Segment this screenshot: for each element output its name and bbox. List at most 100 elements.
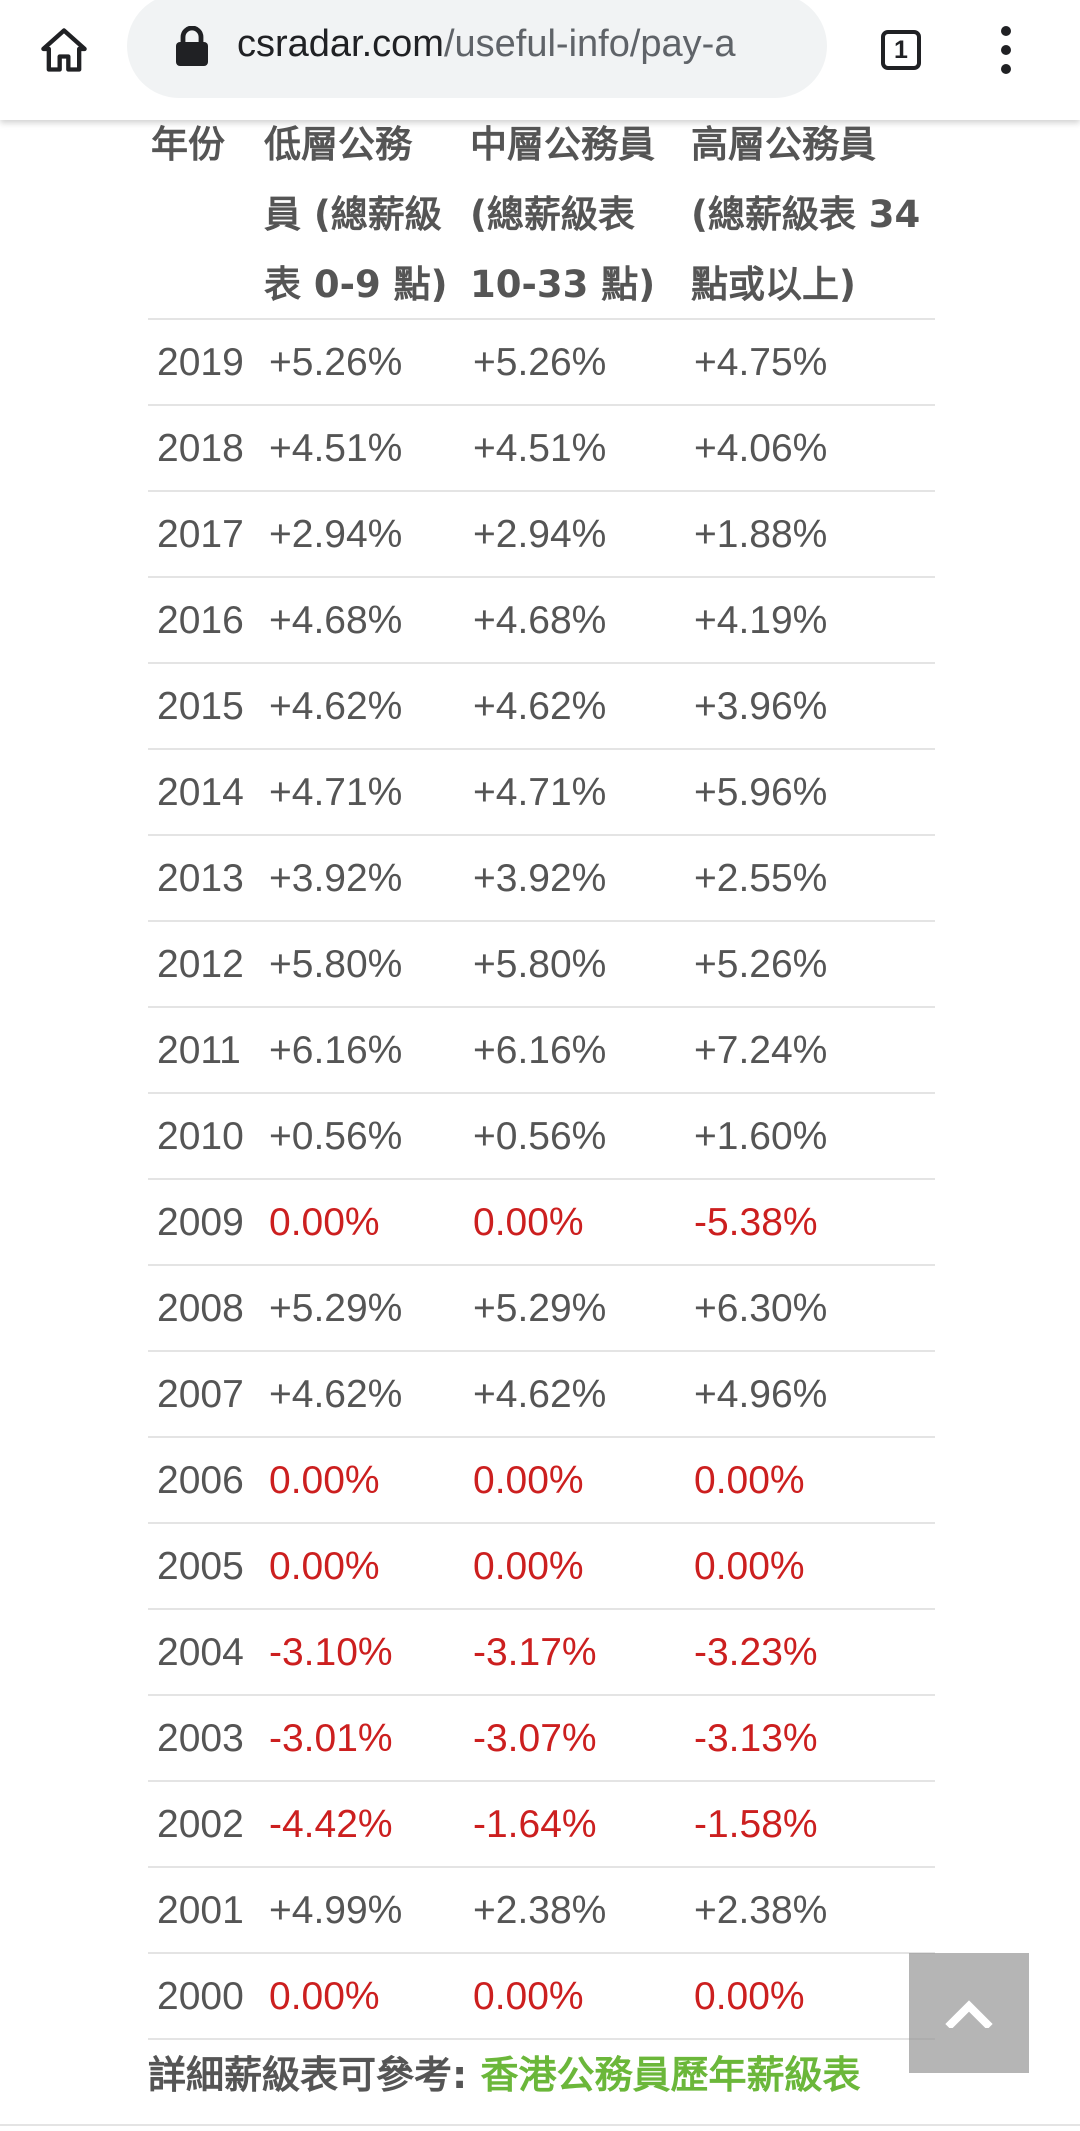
cell-low: +5.26% <box>269 341 403 384</box>
table-row: 2018 +4.51% +4.51% +4.06% <box>148 406 935 492</box>
cell-high: +7.24% <box>694 1029 828 1072</box>
table-row: 2003 -3.01% -3.07% -3.13% <box>148 1696 935 1782</box>
cell-low: 0.00% <box>269 1201 380 1244</box>
cell-high: +4.75% <box>694 341 828 384</box>
cell-low: +5.80% <box>269 943 403 986</box>
cell-low: +6.16% <box>269 1029 403 1072</box>
cell-mid: 0.00% <box>473 1201 584 1244</box>
cell-year: 2014 <box>157 771 244 814</box>
cell-mid: +6.16% <box>473 1029 607 1072</box>
more-vert-icon[interactable] <box>985 14 1027 86</box>
cell-mid: +5.80% <box>473 943 607 986</box>
cell-year: 2007 <box>157 1373 244 1416</box>
table-header: 年份 低層公務 員 (總薪級 表 0-9 點) 中層公務員 (總薪級表 10-3… <box>148 110 935 320</box>
cell-mid: 0.00% <box>473 1545 584 1588</box>
address-bar[interactable]: csradar.com/useful-info/pay-a <box>127 0 827 98</box>
header-mid-line3: 10-33 點) <box>470 263 656 306</box>
cell-low: 0.00% <box>269 1545 380 1588</box>
header-high-line2: (總薪級表 34 <box>691 193 921 236</box>
tab-switcher-button[interactable]: 1 <box>870 14 932 86</box>
back-to-top-button[interactable] <box>909 1953 1029 2073</box>
cell-low: +4.99% <box>269 1889 403 1932</box>
browser-toolbar: csradar.com/useful-info/pay-a 1 <box>0 0 1080 120</box>
cell-mid: +2.38% <box>473 1889 607 1932</box>
cell-high: -3.23% <box>694 1631 818 1674</box>
cell-mid: +3.92% <box>473 857 607 900</box>
cell-high: 0.00% <box>694 1975 805 2018</box>
cell-year: 2001 <box>157 1889 244 1932</box>
header-high-line3: 點或以上) <box>691 263 856 306</box>
cell-high: 0.00% <box>694 1545 805 1588</box>
cell-year: 2012 <box>157 943 244 986</box>
header-high-line1: 高層公務員 <box>691 123 876 166</box>
cell-low: +4.51% <box>269 427 403 470</box>
footer-label: 詳細薪級表可參考: <box>148 2053 481 2097</box>
cell-mid: +4.71% <box>473 771 607 814</box>
cell-mid: -3.17% <box>473 1631 597 1674</box>
tab-switcher-icon: 1 <box>881 30 921 70</box>
cell-year: 2010 <box>157 1115 244 1158</box>
cell-high: +6.30% <box>694 1287 828 1330</box>
table-row: 2008 +5.29% +5.29% +6.30% <box>148 1266 935 1352</box>
cell-year: 2013 <box>157 857 244 900</box>
cell-year: 2011 <box>157 1029 241 1072</box>
cell-low: +3.92% <box>269 857 403 900</box>
cell-high: +2.55% <box>694 857 828 900</box>
cell-high: +3.96% <box>694 685 828 728</box>
cell-year: 2003 <box>157 1717 244 1760</box>
salary-scale-link[interactable]: 香港公務員歷年薪級表 <box>480 2053 861 2097</box>
cell-year: 2002 <box>157 1803 244 1846</box>
cell-year: 2017 <box>157 513 244 556</box>
header-year-label: 年份 <box>151 123 225 166</box>
table-row: 2014 +4.71% +4.71% +5.96% <box>148 750 935 836</box>
url-path: /useful-info/pay-a <box>443 23 736 65</box>
home-icon <box>41 28 87 72</box>
cell-high: 0.00% <box>694 1459 805 1502</box>
cell-high: -5.38% <box>694 1201 818 1244</box>
table-row: 2012 +5.80% +5.80% +5.26% <box>148 922 935 1008</box>
cell-mid: +0.56% <box>473 1115 607 1158</box>
cell-high: +5.96% <box>694 771 828 814</box>
cell-high: -1.58% <box>694 1803 818 1846</box>
table-row: 2016 +4.68% +4.68% +4.19% <box>148 578 935 664</box>
home-button[interactable] <box>28 14 100 86</box>
divider <box>0 2124 1080 2126</box>
cell-high: +1.88% <box>694 513 828 556</box>
cell-mid: +4.68% <box>473 599 607 642</box>
tab-count: 1 <box>894 35 908 64</box>
cell-year: 2009 <box>157 1201 244 1244</box>
cell-year: 2008 <box>157 1287 244 1330</box>
cell-high: +4.19% <box>694 599 828 642</box>
header-mid-line1: 中層公務員 <box>470 123 655 166</box>
cell-mid: +5.26% <box>473 341 607 384</box>
chevron-up-icon <box>945 2000 993 2028</box>
table-row: 2009 0.00% 0.00% -5.38% <box>148 1180 935 1266</box>
cell-mid: +4.62% <box>473 1373 607 1416</box>
header-mid-grade: 中層公務員 (總薪級表 10-33 點) <box>470 110 685 320</box>
table-row: 2013 +3.92% +3.92% +2.55% <box>148 836 935 922</box>
header-low-line3: 表 0-9 點) <box>264 263 448 306</box>
cell-low: -3.01% <box>269 1717 393 1760</box>
cell-mid: 0.00% <box>473 1975 584 2018</box>
cell-year: 2019 <box>157 341 244 384</box>
cell-low: +4.68% <box>269 599 403 642</box>
cell-low: 0.00% <box>269 1459 380 1502</box>
url-domain: csradar.com <box>237 23 444 65</box>
cell-mid: +2.94% <box>473 513 607 556</box>
cell-year: 2006 <box>157 1459 244 1502</box>
url-text: csradar.com/useful-info/pay-a <box>237 14 735 74</box>
table-row: 2007 +4.62% +4.62% +4.96% <box>148 1352 935 1438</box>
cell-low: +0.56% <box>269 1115 403 1158</box>
cell-mid: -3.07% <box>473 1717 597 1760</box>
cell-high: -3.13% <box>694 1717 818 1760</box>
table-row: 2004 -3.10% -3.17% -3.23% <box>148 1610 935 1696</box>
cell-low: +4.62% <box>269 1373 403 1416</box>
table-row: 2017 +2.94% +2.94% +1.88% <box>148 492 935 578</box>
cell-mid: +4.51% <box>473 427 607 470</box>
cell-mid: +5.29% <box>473 1287 607 1330</box>
cell-high: +4.06% <box>694 427 828 470</box>
table-row: 2011 +6.16% +6.16% +7.24% <box>148 1008 935 1094</box>
cell-mid: +4.62% <box>473 685 607 728</box>
header-low-grade: 低層公務 員 (總薪級 表 0-9 點) <box>264 110 464 320</box>
cell-mid: 0.00% <box>473 1459 584 1502</box>
